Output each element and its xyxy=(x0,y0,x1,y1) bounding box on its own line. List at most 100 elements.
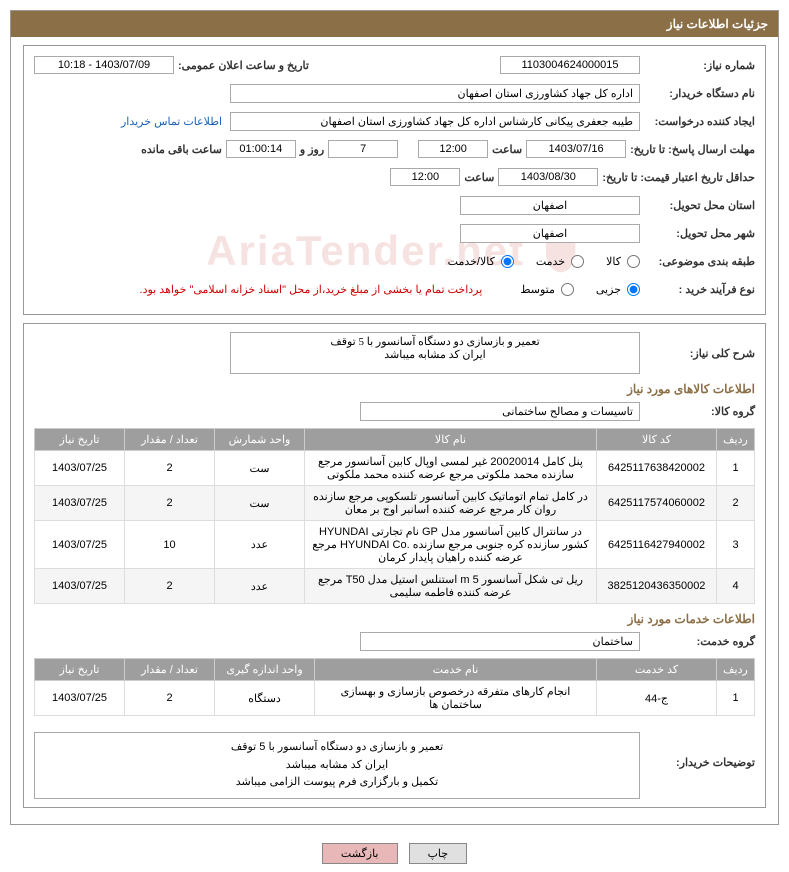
radio-medium[interactable] xyxy=(561,283,574,296)
cell-unit: عدد xyxy=(215,569,305,604)
th-scode: کد خدمت xyxy=(597,659,717,681)
city-value: اصفهان xyxy=(460,224,640,243)
cell-qty: 2 xyxy=(125,486,215,521)
contact-link[interactable]: اطلاعات تماس خریدار xyxy=(121,115,222,128)
days-label: روز و xyxy=(296,143,328,156)
payment-note: پرداخت تمام یا بخشی از مبلغ خرید،از محل … xyxy=(140,283,483,296)
cell-unit: ست xyxy=(215,486,305,521)
th-sname: نام خدمت xyxy=(315,659,597,681)
province-value: اصفهان xyxy=(460,196,640,215)
cat-goods-label: کالا xyxy=(606,255,621,268)
th-sdate: تاریخ نیاز xyxy=(35,659,125,681)
table-row: 16425117638420002پنل کامل 20020014 غیر ل… xyxy=(35,451,755,486)
proc-small-label: جزیی xyxy=(596,283,621,296)
buyer-value: اداره کل جهاد کشاورزی استان اصفهان xyxy=(230,84,640,103)
goods-table: ردیف کد کالا نام کالا واحد شمارش تعداد /… xyxy=(34,428,755,604)
process-label: نوع فرآیند خرید : xyxy=(640,283,755,296)
cell-row: 1 xyxy=(717,681,755,716)
goods-group-label: گروه کالا: xyxy=(640,405,755,418)
th-code: کد کالا xyxy=(597,429,717,451)
cell-code: 6425117638420002 xyxy=(597,451,717,486)
cell-qty: 2 xyxy=(125,451,215,486)
buyer-notes-label: توضیحات خریدار: xyxy=(640,756,755,769)
note-line-3: تکمیل و بارگزاری فرم پیوست الزامی میباشد xyxy=(47,774,627,792)
radio-both[interactable] xyxy=(501,255,514,268)
panel-header: جزئیات اطلاعات نیاز xyxy=(11,11,778,37)
cell-name: انجام کارهای متفرقه درخصوص بازسازی و بهس… xyxy=(315,681,597,716)
th-srow: ردیف xyxy=(717,659,755,681)
response-time: 12:00 xyxy=(418,140,488,158)
time-label-1: ساعت xyxy=(488,143,526,156)
cat-service-label: خدمت xyxy=(536,255,565,268)
time-label-2: ساعت xyxy=(460,171,498,184)
need-no-value: 1103004624000015 xyxy=(500,56,640,74)
cell-code: 6425116427940002 xyxy=(597,521,717,569)
city-label: شهر محل تحویل: xyxy=(640,227,755,240)
th-name: نام کالا xyxy=(305,429,597,451)
cell-date: 1403/07/25 xyxy=(35,569,125,604)
cell-name: ریل تی شکل آسانسور m 5 استنلس استیل مدل … xyxy=(305,569,597,604)
services-table: ردیف کد خدمت نام خدمت واحد اندازه گیری ت… xyxy=(34,658,755,716)
buyer-notes-box: تعمیر و بازسازی دو دستگاه آسانسور با 5 ت… xyxy=(34,732,640,799)
validity-time: 12:00 xyxy=(390,168,460,186)
th-qty: تعداد / مقدار xyxy=(125,429,215,451)
ann-date-label: تاریخ و ساعت اعلان عمومی: xyxy=(174,59,313,72)
note-line-1: تعمیر و بازسازی دو دستگاه آسانسور با 5 ت… xyxy=(47,739,627,757)
cell-row: 3 xyxy=(717,521,755,569)
print-button[interactable]: چاپ xyxy=(409,843,468,864)
validity-date: 1403/08/30 xyxy=(498,168,598,186)
cell-date: 1403/07/25 xyxy=(35,521,125,569)
note-line-2: ایران کد مشابه میباشد xyxy=(47,757,627,775)
province-label: استان محل تحویل: xyxy=(640,199,755,212)
cat-both-label: کالا/خدمت xyxy=(448,255,495,268)
buyer-label: نام دستگاه خریدار: xyxy=(640,87,755,100)
th-unit: واحد شمارش xyxy=(215,429,305,451)
th-sqty: تعداد / مقدار xyxy=(125,659,215,681)
cell-row: 4 xyxy=(717,569,755,604)
creator-label: ایجاد کننده درخواست: xyxy=(640,115,755,128)
cell-qty: 2 xyxy=(125,681,215,716)
cell-name: در کامل تمام اتوماتیک کابین آسانسور تلسک… xyxy=(305,486,597,521)
desc-label: شرح کلی نیاز: xyxy=(640,347,755,360)
cell-unit: دستگاه xyxy=(215,681,315,716)
goods-group-value: تاسیسات و مصالح ساختمانی xyxy=(360,402,640,421)
cell-date: 1403/07/25 xyxy=(35,681,125,716)
cell-code: 3825120436350002 xyxy=(597,569,717,604)
table-row: 43825120436350002ریل تی شکل آسانسور m 5 … xyxy=(35,569,755,604)
validity-label: حداقل تاریخ اعتبار قیمت: تا تاریخ: xyxy=(598,171,755,184)
th-date: تاریخ نیاز xyxy=(35,429,125,451)
remaining-time: 01:00:14 xyxy=(226,140,296,158)
creator-value: طیبه جعفری پیکانی کارشناس اداره کل جهاد … xyxy=(230,112,640,131)
desc-textarea[interactable] xyxy=(230,332,640,374)
response-label: مهلت ارسال پاسخ: تا تاریخ: xyxy=(626,143,755,156)
ann-date-value: 1403/07/09 - 10:18 xyxy=(34,56,174,74)
category-label: طبقه بندی موضوعی: xyxy=(640,255,755,268)
services-section-header: اطلاعات خدمات مورد نیاز xyxy=(34,612,755,626)
table-row: 1ج-44انجام کارهای متفرقه درخصوص بازسازی … xyxy=(35,681,755,716)
service-group-label: گروه خدمت: xyxy=(640,635,755,648)
cell-row: 1 xyxy=(717,451,755,486)
cell-qty: 10 xyxy=(125,521,215,569)
remain-label: ساعت باقی مانده xyxy=(137,143,226,156)
cell-name: پنل کامل 20020014 غیر لمسی اوپال کابین آ… xyxy=(305,451,597,486)
cell-name: در سانترال کابین آسانسور مدل GP نام تجار… xyxy=(305,521,597,569)
service-group-value: ساختمان xyxy=(360,632,640,651)
cell-qty: 2 xyxy=(125,569,215,604)
table-row: 36425116427940002در سانترال کابین آسانسو… xyxy=(35,521,755,569)
cell-date: 1403/07/25 xyxy=(35,486,125,521)
cell-unit: عدد xyxy=(215,521,305,569)
th-sunit: واحد اندازه گیری xyxy=(215,659,315,681)
radio-small[interactable] xyxy=(627,283,640,296)
radio-service[interactable] xyxy=(571,255,584,268)
cell-unit: ست xyxy=(215,451,305,486)
need-no-label: شماره نیاز: xyxy=(640,59,755,72)
cell-date: 1403/07/25 xyxy=(35,451,125,486)
proc-medium-label: متوسط xyxy=(520,283,555,296)
table-row: 26425117574060002در کامل تمام اتوماتیک ک… xyxy=(35,486,755,521)
back-button[interactable]: بازگشت xyxy=(322,843,398,864)
goods-section-header: اطلاعات کالاهای مورد نیاز xyxy=(34,382,755,396)
response-date: 1403/07/16 xyxy=(526,140,626,158)
cell-row: 2 xyxy=(717,486,755,521)
cell-code: 6425117574060002 xyxy=(597,486,717,521)
radio-goods[interactable] xyxy=(627,255,640,268)
